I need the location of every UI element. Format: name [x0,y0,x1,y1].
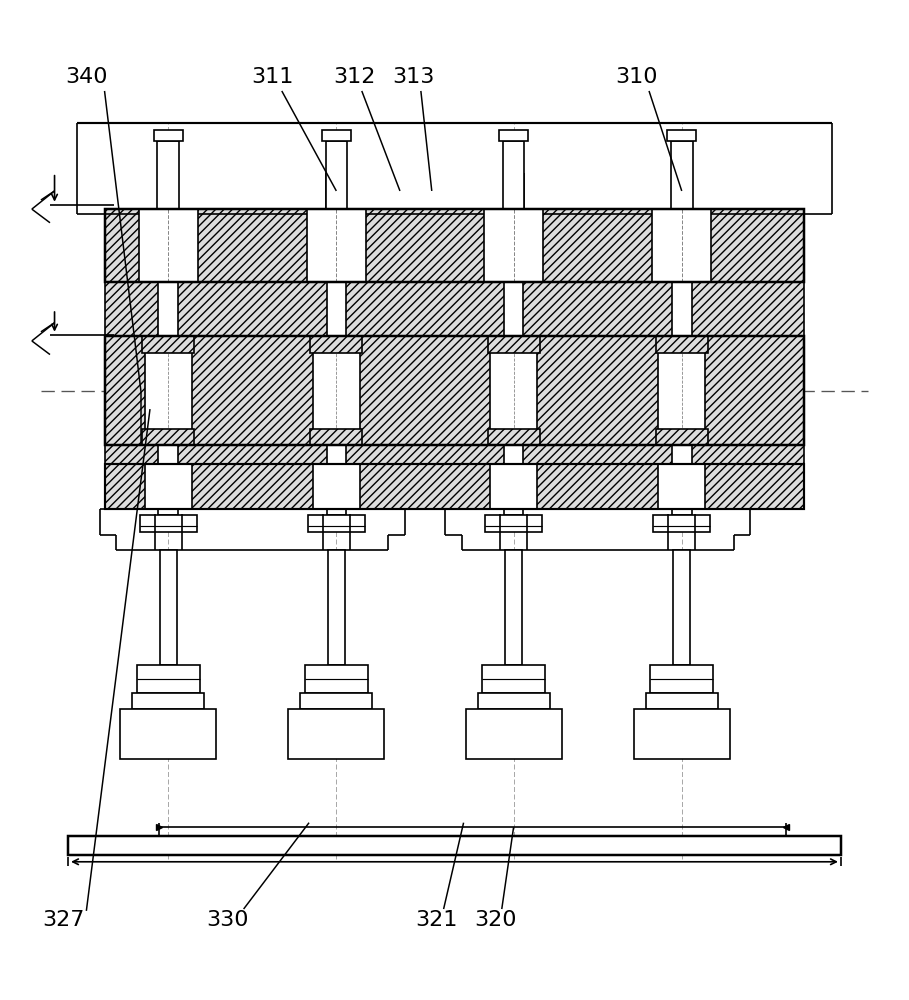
Bar [105,464,804,509]
Bar [105,209,804,282]
Bar [105,282,804,336]
Text: 312: 312 [334,67,375,87]
Bar [120,709,216,759]
Bar [105,336,804,445]
Bar [487,336,540,353]
Bar [138,209,198,282]
Bar [142,336,195,353]
Bar [145,336,192,445]
Bar [504,509,524,515]
Bar [504,282,524,336]
Bar [308,515,365,532]
Bar [105,464,804,509]
Text: 327: 327 [43,910,85,930]
Bar [305,665,368,693]
Bar [487,429,540,445]
Bar [307,209,365,282]
Text: 320: 320 [474,910,516,930]
Bar [326,282,346,336]
Bar [310,429,363,445]
Text: 321: 321 [415,910,457,930]
Bar [158,445,178,464]
Bar [105,336,804,445]
Bar [288,709,385,759]
Bar [671,141,693,209]
Bar [328,550,345,665]
Bar [645,693,718,709]
Bar [142,429,195,445]
Bar [652,209,711,282]
Text: 330: 330 [206,910,248,930]
Bar [672,445,692,464]
Bar [105,445,804,464]
Bar [310,336,363,353]
Bar [499,130,528,141]
Bar [490,464,537,509]
Bar [485,515,542,532]
Bar [322,130,351,141]
Bar [484,209,543,282]
Bar [158,282,178,336]
Text: 311: 311 [252,67,294,87]
Bar [158,509,178,515]
Bar [313,464,360,509]
Bar [477,693,550,709]
Bar [667,130,696,141]
Bar [504,445,524,464]
Bar [505,550,522,665]
Text: 310: 310 [615,67,657,87]
Bar [658,464,705,509]
Bar [136,665,200,693]
Bar [105,209,804,282]
Bar [325,141,347,209]
Bar [157,141,179,209]
Bar [658,336,705,445]
Bar [465,709,562,759]
Bar [300,693,373,709]
Bar [672,282,692,336]
Bar [634,709,730,759]
Bar [160,550,176,665]
Bar [154,130,183,141]
Bar [140,515,196,532]
Bar [313,336,360,445]
Text: 313: 313 [393,67,435,87]
Bar [654,515,710,532]
Bar [326,509,346,515]
Bar [132,693,205,709]
Bar [68,836,841,855]
Bar [672,509,692,515]
Bar [655,336,708,353]
Bar [674,550,690,665]
Text: 340: 340 [65,67,107,87]
Bar [650,665,714,693]
Bar [503,141,524,209]
Bar [482,665,545,693]
Bar [655,429,708,445]
Bar [490,336,537,445]
Bar [145,464,192,509]
Bar [326,445,346,464]
